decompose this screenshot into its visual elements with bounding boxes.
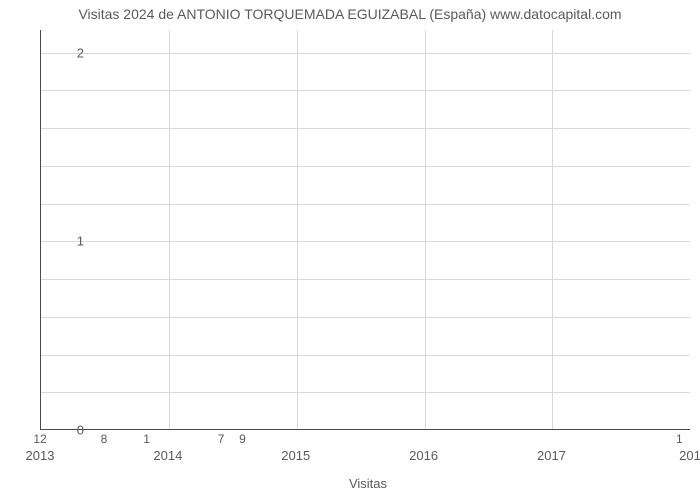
data-point-label: 1 (676, 432, 683, 446)
data-point-label: 1 (143, 432, 150, 446)
x-tick-label: 2015 (281, 448, 310, 463)
hgrid-minor (41, 128, 690, 129)
hgrid-minor (41, 279, 690, 280)
data-point-label: 8 (101, 432, 108, 446)
vgrid-major (552, 30, 553, 429)
x-tick-label: 201 (679, 448, 700, 463)
hgrid-major (41, 53, 690, 54)
vgrid-major (169, 30, 170, 429)
data-point-label: 9 (239, 432, 246, 446)
y-tick-label: 2 (44, 45, 84, 60)
x-tick-label: 2014 (153, 448, 182, 463)
hgrid-major (41, 241, 690, 242)
chart-title: Visitas 2024 de ANTONIO TORQUEMADA EGUIZ… (0, 6, 700, 22)
x-tick-label: 2016 (409, 448, 438, 463)
y-tick-label: 1 (44, 234, 84, 249)
hgrid-minor (41, 317, 690, 318)
vgrid-major (425, 30, 426, 429)
hgrid-minor (41, 392, 690, 393)
legend: Visitas (0, 476, 700, 491)
x-tick-label: 2017 (537, 448, 566, 463)
hgrid-minor (41, 90, 690, 91)
hgrid-minor (41, 355, 690, 356)
hgrid-minor (41, 166, 690, 167)
legend-label: Visitas (349, 476, 387, 491)
plot-area (40, 30, 690, 430)
hgrid-minor (41, 204, 690, 205)
data-point-label: 7 (218, 432, 225, 446)
vgrid-major (297, 30, 298, 429)
data-point-label: 12 (33, 432, 46, 446)
y-tick-label: 0 (44, 423, 84, 438)
x-tick-label: 2013 (26, 448, 55, 463)
